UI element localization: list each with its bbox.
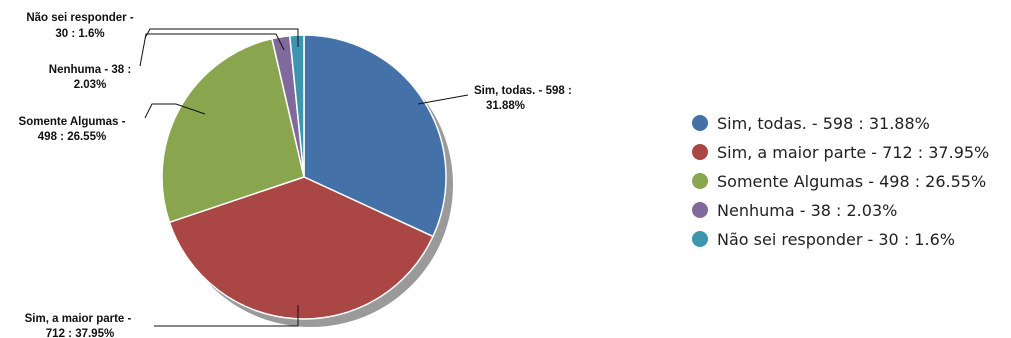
- pie-slices: [161, 34, 447, 320]
- callout-connector-1: [154, 305, 299, 327]
- callout-label-4-line-1: 30 : 1.6%: [55, 28, 104, 40]
- callouts: Sim, todas. - 598 : 31.88% Sim, a maior pa…: [19, 12, 572, 338]
- legend-label-3: Nenhuma - 38 : 2.03%: [717, 201, 897, 220]
- legend-swatch-4: [692, 231, 708, 247]
- callout-label-0-line-0: Sim, todas. - 598 :: [474, 85, 572, 97]
- callout-connector-4: [144, 28, 299, 47]
- callout-connector-0: [417, 94, 469, 105]
- callout-label-1-line-1: 712 : 37.95%: [46, 328, 114, 338]
- pie-slice-1: [168, 176, 434, 320]
- callout-label-4-line-0: Não sei responder -: [26, 12, 134, 24]
- legend: Sim, todas. - 598 : 31.88% Sim, a maior p…: [692, 114, 989, 249]
- pie-slice-0: [303, 34, 447, 238]
- callout-label-1-line-0: Sim, a maior parte -: [25, 313, 132, 325]
- callout-connector-2: [144, 103, 206, 119]
- legend-swatch-3: [692, 202, 708, 218]
- callout-connector-3: [139, 33, 285, 67]
- pie-slice-2: [161, 37, 305, 224]
- legend-label-0: Sim, todas. - 598 : 31.88%: [717, 114, 930, 133]
- callout-label-2-line-0: Somente Algumas -: [19, 116, 126, 128]
- legend-swatch-2: [692, 173, 708, 189]
- callout-label-2-line-1: 498 : 26.55%: [38, 131, 106, 143]
- callout-label-0-line-1: 31.88%: [486, 100, 525, 112]
- callout-label-3-line-0: Nenhuma - 38 :: [49, 64, 131, 76]
- legend-label-2: Somente Algumas - 498 : 26.55%: [717, 172, 986, 191]
- legend-label-4: Não sei responder - 30 : 1.6%: [717, 230, 955, 249]
- legend-swatch-1: [692, 144, 708, 160]
- legend-swatch-0: [692, 115, 708, 131]
- pie-slice-4: [289, 34, 305, 178]
- legend-label-1: Sim, a maior parte - 712 : 37.95%: [717, 143, 989, 162]
- callout-label-3-line-1: 2.03%: [74, 79, 107, 91]
